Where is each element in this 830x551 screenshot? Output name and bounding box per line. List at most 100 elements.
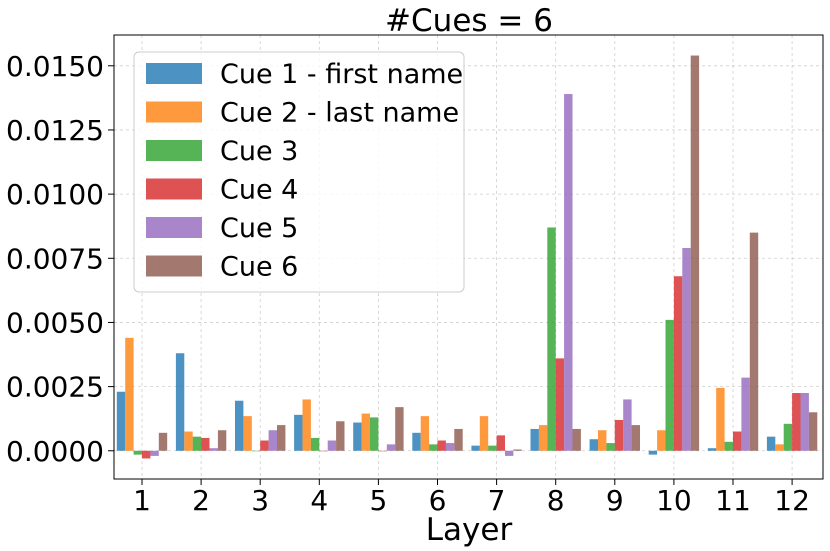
x-tick-label: 3 [251, 484, 269, 517]
bar-3-layer-5 [370, 417, 379, 451]
x-tick-label: 4 [310, 484, 328, 517]
y-axis: 0.0000 0.0025 0.0050 0.0075 0.0100 0.0125 0.01… [6, 50, 114, 468]
plot-frame [113, 34, 824, 480]
legend-label: Cue 3 [220, 136, 298, 167]
bar-3-layer-12 [783, 423, 793, 451]
y-tick-label: 0.0100 [6, 178, 104, 211]
x-tick-label: 2 [192, 484, 210, 517]
bar-2-layer-1 [125, 337, 134, 451]
bar-4-layer-7 [496, 435, 505, 451]
bar-1-layer-1 [116, 391, 126, 451]
bar-4-layer-4 [319, 450, 328, 452]
bar-6-layer-5 [395, 407, 404, 451]
bar-4-layer-5 [378, 450, 387, 452]
bar-5-layer-5 [386, 444, 396, 451]
bar-4-layer-1 [142, 450, 151, 459]
bar-6-layer-10 [690, 55, 700, 451]
bar-1-layer-7 [471, 445, 480, 451]
bar-1-layer-5 [353, 422, 362, 451]
legend-label: Cue 5 [220, 213, 298, 244]
bar-3-layer-10 [665, 319, 674, 451]
bar-1-layer-9 [589, 439, 598, 451]
bar-2-layer-9 [598, 430, 607, 451]
bar-2-layer-11 [716, 387, 725, 451]
bar-3-layer-4 [310, 437, 320, 451]
bar-2-layer-8 [538, 425, 548, 451]
bar-3-layer-3 [251, 450, 261, 452]
y-tick-label: 0.0025 [6, 371, 104, 404]
bar-4-layer-11 [733, 431, 742, 451]
bar-2-layer-4 [302, 399, 311, 451]
bar-4-layer-9 [614, 419, 624, 451]
x-tick-label: 1 [133, 484, 151, 517]
x-axis-title: Layer [426, 512, 513, 548]
bar-5-layer-11 [741, 377, 750, 451]
chart-title: #Cues = 6 [385, 3, 553, 39]
legend-swatch [146, 140, 202, 161]
bar-1-layer-2 [175, 353, 185, 451]
bar-6-layer-8 [572, 428, 581, 451]
bar-4-layer-10 [673, 276, 683, 451]
bar-6-layer-6 [454, 428, 463, 451]
legend-label: Cue 1 - first name [220, 59, 463, 90]
legend-swatch [146, 63, 202, 84]
bar-3-layer-11 [724, 441, 733, 451]
bar-6-layer-1 [158, 432, 168, 451]
bar-1-layer-4 [294, 414, 303, 451]
bar-4-layer-12 [792, 393, 801, 451]
bar-5-layer-1 [150, 450, 159, 456]
legend-label: Cue 4 [220, 175, 298, 206]
bar-5-layer-3 [268, 430, 277, 451]
bar-2-layer-3 [243, 416, 252, 451]
legend-swatch [146, 178, 202, 200]
bar-3-layer-9 [606, 443, 615, 451]
bar-6-layer-7 [513, 449, 522, 451]
bar-1-layer-11 [707, 448, 717, 451]
bar-3-layer-2 [192, 436, 202, 451]
bar-6-layer-12 [808, 412, 818, 451]
bar-6-layer-11 [749, 232, 759, 451]
bar-5-layer-12 [800, 393, 809, 451]
bar-5-layer-9 [623, 399, 632, 451]
bar-2-layer-10 [657, 430, 666, 451]
legend-swatch [146, 217, 202, 238]
bar-5-layer-4 [327, 440, 337, 451]
bar-6-layer-3 [277, 425, 286, 451]
y-tick-label: 0.0050 [6, 306, 104, 339]
x-tick-label: 11 [715, 484, 751, 517]
x-tick-label: 9 [606, 484, 624, 517]
legend-swatch [146, 101, 202, 123]
bar-2-layer-6 [420, 416, 430, 451]
bar-2-layer-12 [775, 444, 784, 451]
x-tick-label: 12 [774, 484, 810, 517]
bar-4-layer-8 [555, 358, 565, 451]
bar-5-layer-2 [209, 448, 218, 451]
bar-3-layer-1 [133, 450, 142, 455]
bar-5-layer-8 [564, 94, 573, 451]
legend-swatch [146, 255, 202, 277]
y-tick-label: 0.0150 [6, 50, 104, 83]
bar-1-layer-8 [530, 428, 539, 451]
bar-4-layer-2 [201, 437, 210, 451]
bars [116, 55, 818, 459]
y-tick-label: 0.0075 [6, 242, 104, 275]
legend-frame [133, 51, 465, 293]
bar-5-layer-7 [505, 450, 514, 456]
bar-3-layer-8 [547, 227, 556, 451]
legend-label: Cue 2 - last name [220, 98, 459, 129]
bar-5-layer-6 [445, 443, 455, 451]
x-axis: 1 2 3 4 5 6 7 8 9 10 11 12 [133, 479, 810, 517]
bar-6-layer-4 [336, 421, 345, 451]
bar-4-layer-3 [260, 440, 269, 451]
bar-2-layer-5 [361, 413, 370, 451]
x-tick-label: 10 [656, 484, 692, 517]
bar-2-layer-7 [479, 416, 489, 451]
x-tick-label: 6 [429, 484, 447, 517]
bar-6-layer-9 [631, 425, 640, 451]
x-tick-label: 5 [369, 484, 387, 517]
x-tick-label: 8 [547, 484, 565, 517]
bar-1-layer-3 [235, 400, 244, 451]
bar-6-layer-2 [217, 430, 227, 451]
legend: Cue 1 - first name Cue 2 - last name Cue 3… [133, 51, 465, 293]
